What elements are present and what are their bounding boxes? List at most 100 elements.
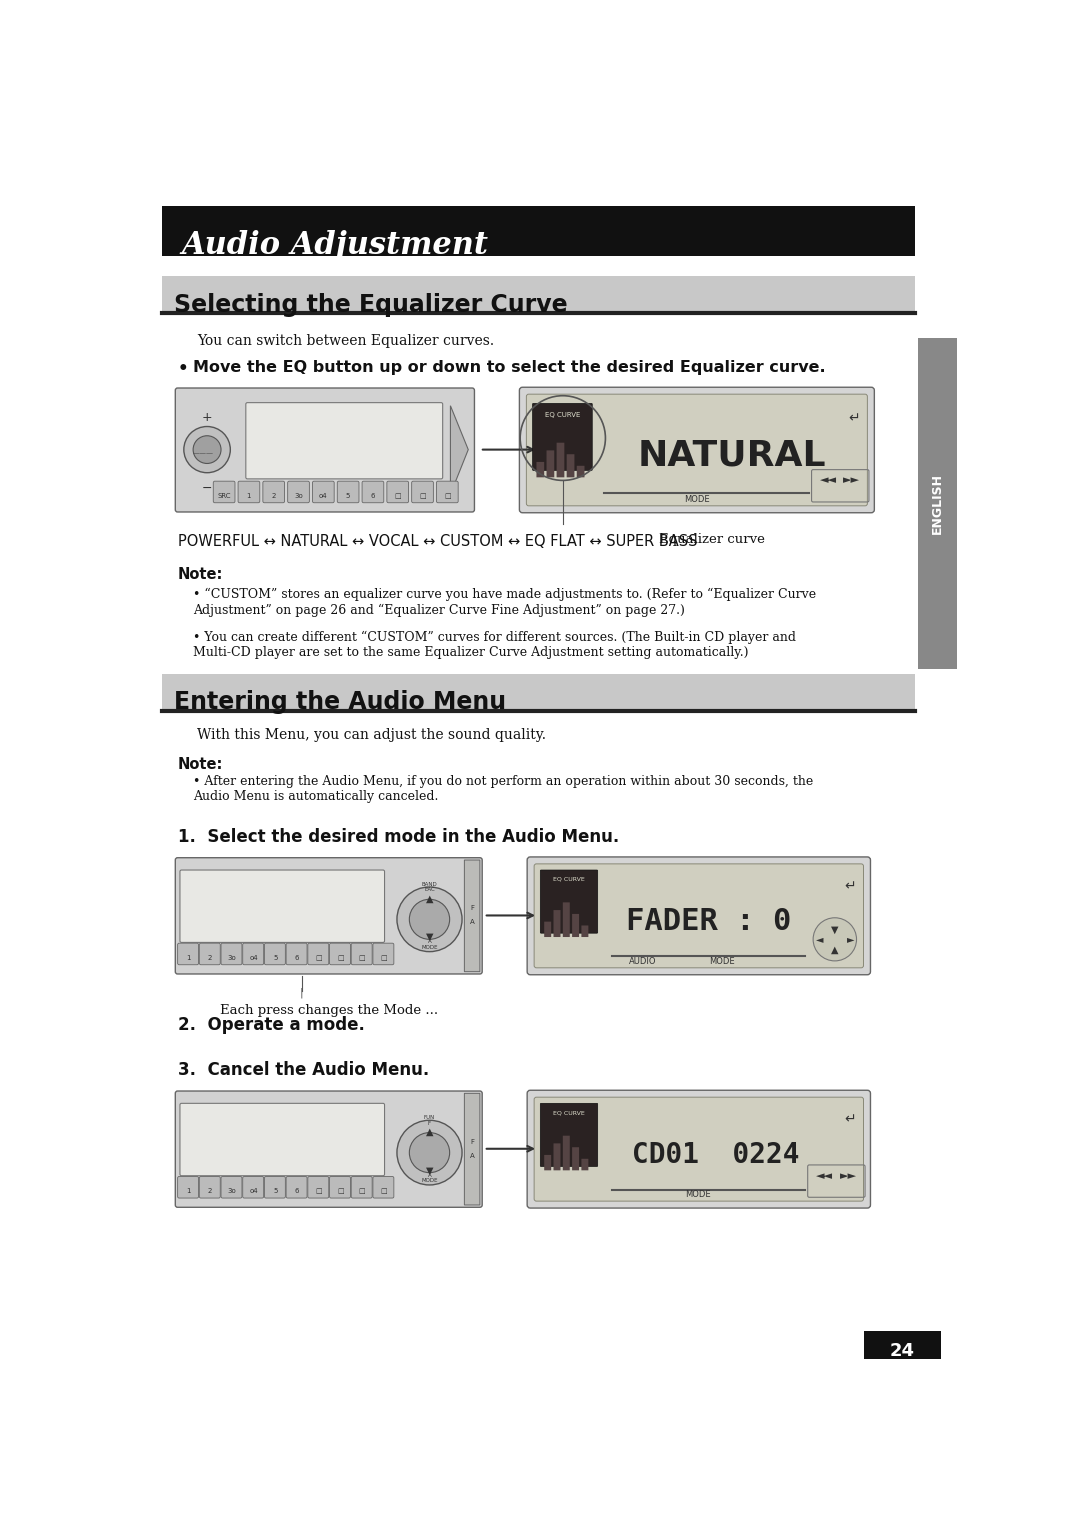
Circle shape [397,888,462,952]
Text: CD01  0224: CD01 0224 [633,1141,800,1170]
FancyBboxPatch shape [527,1090,870,1208]
Text: ◄◄: ◄◄ [820,475,837,486]
Text: EQ CURVE: EQ CURVE [553,1110,585,1116]
FancyBboxPatch shape [213,481,235,503]
FancyBboxPatch shape [544,1154,551,1170]
Text: Entering the Audio Menu: Entering the Audio Menu [174,690,505,714]
FancyBboxPatch shape [464,860,480,972]
FancyBboxPatch shape [351,943,373,964]
FancyBboxPatch shape [246,403,443,478]
Text: AUDIO: AUDIO [629,957,657,966]
Circle shape [813,918,856,961]
FancyBboxPatch shape [180,871,384,943]
FancyBboxPatch shape [308,1176,328,1199]
Text: ▲: ▲ [426,1127,433,1137]
Text: MODE: MODE [708,957,734,966]
Text: Audio Adjustment: Audio Adjustment [181,230,488,261]
Text: FADER : 0: FADER : 0 [625,908,792,937]
Text: •: • [177,360,188,377]
Text: −: − [202,481,213,495]
Text: 3.  Cancel the Audio Menu.: 3. Cancel the Audio Menu. [177,1061,429,1079]
Text: ↵: ↵ [845,880,856,894]
FancyBboxPatch shape [180,1104,384,1176]
FancyBboxPatch shape [262,481,284,503]
FancyBboxPatch shape [387,481,408,503]
FancyBboxPatch shape [864,1331,941,1358]
Text: 3o: 3o [228,955,237,961]
FancyBboxPatch shape [362,481,383,503]
FancyBboxPatch shape [563,1136,570,1170]
FancyBboxPatch shape [540,1104,597,1167]
Text: o4: o4 [319,492,327,498]
FancyBboxPatch shape [527,857,870,975]
Text: You can switch between Equalizer curves.: You can switch between Equalizer curves. [197,334,495,348]
Text: • “CUSTOM” stores an equalizer curve you have made adjustments to. (Refer to “Eq: • “CUSTOM” stores an equalizer curve you… [193,589,816,616]
Text: 1.  Select the desired mode in the Audio Menu.: 1. Select the desired mode in the Audio … [177,828,619,846]
FancyBboxPatch shape [537,461,544,477]
FancyBboxPatch shape [175,857,482,973]
Text: POWERFUL ↔ NATURAL ↔ VOCAL ↔ CUSTOM ↔ EQ FLAT ↔ SUPER BASS: POWERFUL ↔ NATURAL ↔ VOCAL ↔ CUSTOM ↔ EQ… [177,535,697,549]
FancyBboxPatch shape [177,1176,199,1199]
FancyBboxPatch shape [351,1176,373,1199]
Text: 2.  Operate a mode.: 2. Operate a mode. [177,1016,365,1035]
Text: □: □ [359,1188,365,1194]
Text: NATURAL: NATURAL [637,438,826,472]
Text: □: □ [315,1188,322,1194]
FancyBboxPatch shape [554,1144,561,1170]
Text: Equalizer curve: Equalizer curve [660,533,766,546]
FancyBboxPatch shape [544,921,551,937]
Text: 5: 5 [273,955,278,961]
Text: 6: 6 [295,1188,299,1194]
Text: 24: 24 [890,1343,915,1360]
Text: Note:: Note: [177,567,222,583]
FancyBboxPatch shape [918,337,957,668]
FancyBboxPatch shape [373,943,394,964]
Text: □: □ [380,955,387,961]
Text: F

A: F A [470,906,474,926]
Text: ▲: ▲ [832,946,838,955]
Circle shape [184,426,230,472]
Text: ▼: ▼ [426,1165,433,1176]
FancyBboxPatch shape [535,1098,864,1202]
Circle shape [193,435,221,463]
Text: 1: 1 [186,1188,191,1194]
Text: EQ CURVE: EQ CURVE [545,412,580,419]
Text: ENGLISH: ENGLISH [931,474,944,533]
Text: Selecting the Equalizer Curve: Selecting the Equalizer Curve [174,293,567,317]
FancyBboxPatch shape [162,673,916,711]
FancyBboxPatch shape [563,903,570,937]
Circle shape [409,1133,449,1173]
FancyBboxPatch shape [532,403,592,471]
Text: ◄◄: ◄◄ [816,1171,834,1180]
FancyBboxPatch shape [238,481,260,503]
FancyBboxPatch shape [581,1159,589,1170]
Text: EQ CURVE: EQ CURVE [553,877,585,881]
FancyBboxPatch shape [329,943,350,964]
Text: □: □ [394,492,401,498]
Text: □: □ [444,492,450,498]
Text: A
MODE: A MODE [421,940,437,950]
Text: Move the EQ button up or down to select the desired Equalizer curve.: Move the EQ button up or down to select … [193,360,826,374]
Text: FUN
F: FUN F [423,1114,435,1125]
Circle shape [409,900,449,940]
FancyBboxPatch shape [329,1176,350,1199]
FancyBboxPatch shape [535,865,864,967]
FancyBboxPatch shape [337,481,359,503]
Text: ►►: ►► [843,475,861,486]
Text: 3o: 3o [228,1188,237,1194]
Text: 5: 5 [346,492,350,498]
Text: □: □ [419,492,426,498]
Text: 1: 1 [186,955,191,961]
Text: F

A: F A [470,1139,474,1159]
FancyBboxPatch shape [162,205,916,256]
Text: ►: ► [847,934,854,944]
Text: 2: 2 [208,955,213,961]
FancyBboxPatch shape [221,943,242,964]
Text: A
MODE: A MODE [421,1173,437,1183]
FancyBboxPatch shape [265,1176,285,1199]
Circle shape [397,1121,462,1185]
Polygon shape [450,406,469,494]
Text: Each press changes the Mode ...: Each press changes the Mode ... [219,1004,437,1016]
FancyBboxPatch shape [556,443,565,477]
FancyBboxPatch shape [175,1091,482,1208]
